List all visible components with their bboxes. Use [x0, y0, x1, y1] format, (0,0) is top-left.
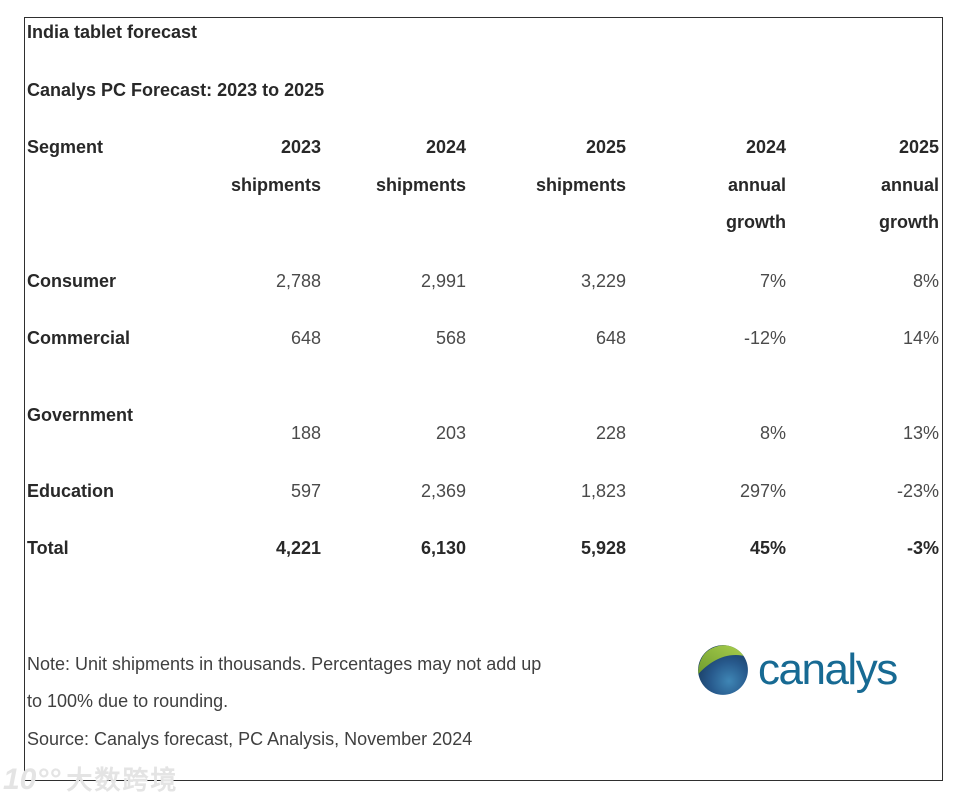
- col-header-line: growth: [879, 212, 939, 232]
- col-header-line: 2024: [425, 137, 466, 157]
- value-cell: 568: [435, 328, 466, 348]
- value-cell: 203: [435, 423, 466, 443]
- value-cell: 2,991: [420, 271, 466, 291]
- segment-cell: Education: [27, 481, 115, 501]
- note-line-1: Note: Unit shipments in thousands. Perce…: [27, 654, 542, 674]
- col-header-2024-shipments: 2024 shipments: [321, 104, 466, 258]
- col-header-2023-shipments: 2023 shipments: [215, 104, 321, 258]
- value-cell: 188: [290, 423, 321, 443]
- table-row-government: Government 188 203 228 8% 13%: [25, 372, 942, 468]
- figure-title: India tablet forecast: [27, 22, 198, 42]
- col-header-line: shipments: [535, 174, 626, 195]
- title-block: India tablet forecast Canalys PC Forecas…: [25, 18, 942, 104]
- forecast-figure: India tablet forecast Canalys PC Forecas…: [24, 17, 943, 781]
- col-header-line: annual: [727, 174, 786, 195]
- value-cell: 45%: [749, 538, 786, 558]
- col-header-line: annual: [880, 174, 939, 195]
- col-header-2025-shipments: 2025 shipments: [466, 104, 626, 258]
- source-line: Source: Canalys forecast, PC Analysis, N…: [27, 729, 473, 749]
- segment-cell: Consumer: [27, 271, 117, 291]
- value-cell: -12%: [743, 328, 786, 348]
- value-cell: -3%: [906, 538, 939, 558]
- watermark-text: 大数跨境: [66, 765, 179, 795]
- footnotes: Note: Unit shipments in thousands. Perce…: [27, 646, 667, 758]
- value-cell: 8%: [759, 423, 786, 443]
- col-header-line: 2025: [898, 137, 939, 157]
- segment-cell: Government: [27, 405, 134, 425]
- canalys-wordmark: canalys: [758, 645, 898, 694]
- watermark-mark: 10°°: [3, 763, 61, 796]
- value-cell: 228: [595, 423, 626, 443]
- value-cell: 297%: [739, 481, 786, 501]
- value-cell: 8%: [912, 271, 939, 291]
- value-cell: 6,130: [420, 538, 466, 558]
- table-row-total: Total 4,221 6,130 5,928 45% -3%: [25, 525, 942, 582]
- segment-cell: Total: [27, 538, 69, 558]
- value-cell: 597: [290, 481, 321, 501]
- watermark: 10°° 大数跨境: [3, 760, 178, 797]
- col-header-2024-annual-growth: 2024 annual growth: [626, 104, 786, 258]
- table-row-education: Education 597 2,369 1,823 297% -23%: [25, 468, 942, 525]
- canalys-globe-icon: [698, 645, 748, 695]
- value-cell: 2,369: [420, 481, 466, 501]
- col-header-line: shipments: [375, 174, 466, 195]
- col-header-line: growth: [726, 212, 786, 232]
- table-row-consumer: Consumer 2,788 2,991 3,229 7% 8%: [25, 258, 942, 315]
- forecast-table: Segment 2023 shipments 2024 shipments 20…: [25, 104, 942, 582]
- value-cell: 648: [595, 328, 626, 348]
- col-header-line: shipments: [230, 174, 321, 195]
- value-cell: 4,221: [275, 538, 321, 558]
- value-cell: 13%: [902, 423, 939, 443]
- value-cell: 1,823: [580, 481, 626, 501]
- segment-cell: Commercial: [27, 328, 131, 348]
- value-cell: -23%: [896, 481, 939, 501]
- value-cell: 7%: [759, 271, 786, 291]
- col-header-2025-annual-growth: 2025 annual growth: [786, 104, 942, 258]
- col-header-line: 2025: [585, 137, 626, 157]
- canalys-logo: canalys: [697, 644, 898, 696]
- header-row: Segment 2023 shipments 2024 shipments 20…: [25, 104, 942, 258]
- col-header-line: Segment: [27, 137, 104, 157]
- value-cell: 3,229: [580, 271, 626, 291]
- col-header-line: 2024: [745, 137, 786, 157]
- figure-subtitle: Canalys PC Forecast: 2023 to 2025: [27, 80, 325, 100]
- col-header-segment: Segment: [25, 104, 215, 258]
- value-cell: 5,928: [580, 538, 626, 558]
- value-cell: 648: [290, 328, 321, 348]
- value-cell: 2,788: [275, 271, 321, 291]
- col-header-line: 2023: [280, 137, 321, 157]
- note-line-2: to 100% due to rounding.: [27, 690, 229, 711]
- table-row-commercial: Commercial 648 568 648 -12% 14%: [25, 315, 942, 372]
- value-cell: 14%: [902, 328, 939, 348]
